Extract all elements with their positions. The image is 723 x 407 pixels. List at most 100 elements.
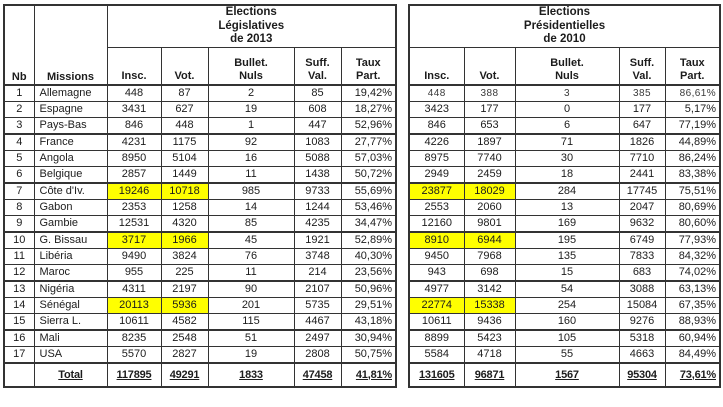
cell-leg-nuls: 51: [207, 329, 295, 347]
col-header-label: Vot.: [479, 70, 500, 82]
cell-mission: Gambie: [33, 215, 108, 233]
cell-pres-nuls: 15: [514, 264, 620, 282]
presidential-row: 8910 6944 195 6749 77,93%: [408, 231, 721, 249]
cell-leg-val: 1438: [293, 166, 342, 184]
cell-mission: Belgique: [33, 166, 108, 184]
cell-leg-val: 608: [293, 101, 342, 118]
cell-pres-nuls: 54: [514, 280, 620, 298]
cell-pres-insc: 846: [408, 117, 465, 135]
cell-pres-val: 4663: [618, 346, 666, 364]
legislative-row: 8 Gabon 2353 1258 14 1244 53,46%: [3, 199, 397, 216]
cell-nb: 12: [3, 264, 35, 282]
cell-leg-nuls: 92: [207, 133, 295, 151]
cell-nb: 6: [3, 166, 35, 184]
legislative-row: 16 Mali 8235 2548 51 2497 30,94%: [3, 329, 397, 347]
legislative-row: 1 Allemagne 448 87 2 85 19,42%: [3, 84, 397, 102]
cell-pres-nuls: 18: [514, 166, 620, 184]
cell-leg-nuls: 19: [207, 346, 295, 364]
cell-pres-insc: 448: [408, 84, 465, 102]
col-header-label: Taux: [679, 57, 705, 69]
col-header-suffrages-valides: Suff. Val.: [293, 46, 342, 86]
cell-leg-val: 2107: [293, 280, 342, 298]
cell-leg-vot: 4582: [160, 313, 209, 331]
legislative-row: 12 Maroc 955 225 11 214 23,56%: [3, 264, 397, 282]
cell-pres-nuls: 195: [514, 231, 620, 249]
col-header-label: Part.: [680, 70, 705, 82]
cell-leg-taux: 50,96%: [340, 280, 397, 298]
legislative-row: 10 G. Bissau 3717 1966 45 1921 52,89%: [3, 231, 397, 249]
cell-leg-nuls: 2: [207, 84, 295, 102]
cell-pres-insc: 2553: [408, 199, 465, 216]
total-leg-vot: 49291: [160, 362, 209, 388]
cell-mission: Allemagne: [33, 84, 108, 102]
cell-pres-vot: 4718: [463, 346, 516, 364]
cell-leg-insc: 3717: [106, 231, 162, 249]
cell-pres-taux: 84,49%: [664, 346, 721, 364]
cell-leg-nuls: 85: [207, 215, 295, 233]
cell-pres-val: 7833: [618, 248, 666, 265]
cell-pres-vot: 9436: [463, 313, 516, 331]
cell-pres-insc: 943: [408, 264, 465, 282]
cell-pres-insc: 12160: [408, 215, 465, 233]
cell-leg-taux: 53,46%: [340, 199, 397, 216]
cell-leg-vot: 1258: [160, 199, 209, 216]
cell-leg-nuls: 201: [207, 297, 295, 314]
cell-leg-insc: 955: [106, 264, 162, 282]
cell-leg-val: 9733: [293, 182, 342, 200]
cell-pres-vot: 3142: [463, 280, 516, 298]
cell-pres-val: 2441: [618, 166, 666, 184]
cell-pres-vot: 15338: [463, 297, 516, 314]
total-leg-taux: 41,81%: [340, 362, 397, 388]
presidential-row: 4226 1897 71 1826 44,89%: [408, 133, 721, 151]
cell-nb: 11: [3, 248, 35, 265]
cell-mission: Sénégal: [33, 297, 108, 314]
cell-leg-insc: 2857: [106, 166, 162, 184]
cell-pres-nuls: 160: [514, 313, 620, 331]
cell-nb: 7: [3, 182, 35, 200]
cell-leg-val: 1083: [293, 133, 342, 151]
title-line: de 2013: [230, 33, 273, 45]
cell-leg-taux: 52,96%: [340, 117, 397, 135]
cell-pres-taux: 83,38%: [664, 166, 721, 184]
col-header-insc: Insc.: [106, 46, 162, 86]
presidential-table-footer: 131605 96871 1567 95304 73,61%: [408, 362, 721, 388]
presidential-row: 8899 5423 105 5318 60,94%: [408, 329, 721, 347]
cell-nb: 2: [3, 101, 35, 118]
col-header-bulletins-nuls: Bullet. Nuls: [514, 46, 620, 86]
cell-leg-insc: 12531: [106, 215, 162, 233]
legislative-row: 11 Libéria 9490 3824 76 3748 40,30%: [3, 248, 397, 265]
cell-leg-insc: 3431: [106, 101, 162, 118]
legislative-row: 5 Angola 8950 5104 16 5088 57,03%: [3, 150, 397, 167]
presidential-row: 5584 4718 55 4663 84,49%: [408, 346, 721, 364]
title-line: Elections: [538, 6, 591, 18]
cell-nb: 9: [3, 215, 35, 233]
col-header-label: Insc.: [121, 70, 147, 82]
total-pres-vot: 96871: [463, 362, 516, 388]
cell-mission: Sierra L.: [33, 313, 108, 331]
legislative-row: 3 Pays-Bas 846 448 1 447 52,96%: [3, 117, 397, 135]
cell-leg-nuls: 45: [207, 231, 295, 249]
col-header-label: Insc.: [424, 70, 450, 82]
total-label: Total: [33, 362, 108, 388]
cell-pres-vot: 177: [463, 101, 516, 118]
cell-pres-taux: 44,89%: [664, 133, 721, 151]
col-header-label: Val.: [632, 70, 652, 82]
presidential-row: 9450 7968 135 7833 84,32%: [408, 248, 721, 265]
presidential-row: 846 653 6 647 77,19%: [408, 117, 721, 135]
cell-pres-val: 6749: [618, 231, 666, 249]
cell-pres-vot: 7740: [463, 150, 516, 167]
cell-pres-nuls: 135: [514, 248, 620, 265]
cell-pres-nuls: 284: [514, 182, 620, 200]
legislative-row: 13 Nigéria 4311 2197 90 2107 50,96%: [3, 280, 397, 298]
cell-nb: 15: [3, 313, 35, 331]
cell-leg-insc: 846: [106, 117, 162, 135]
col-header-suffrages-valides: Suff. Val.: [618, 46, 666, 86]
cell-pres-val: 3088: [618, 280, 666, 298]
cell-pres-val: 385: [618, 84, 666, 102]
cell-leg-nuls: 115: [207, 313, 295, 331]
cell-nb: 10: [3, 231, 35, 249]
total-empty-nb-cell: [3, 362, 35, 388]
cell-leg-insc: 20113: [106, 297, 162, 314]
cell-leg-taux: 27,77%: [340, 133, 397, 151]
col-header-insc: Insc.: [408, 46, 465, 86]
